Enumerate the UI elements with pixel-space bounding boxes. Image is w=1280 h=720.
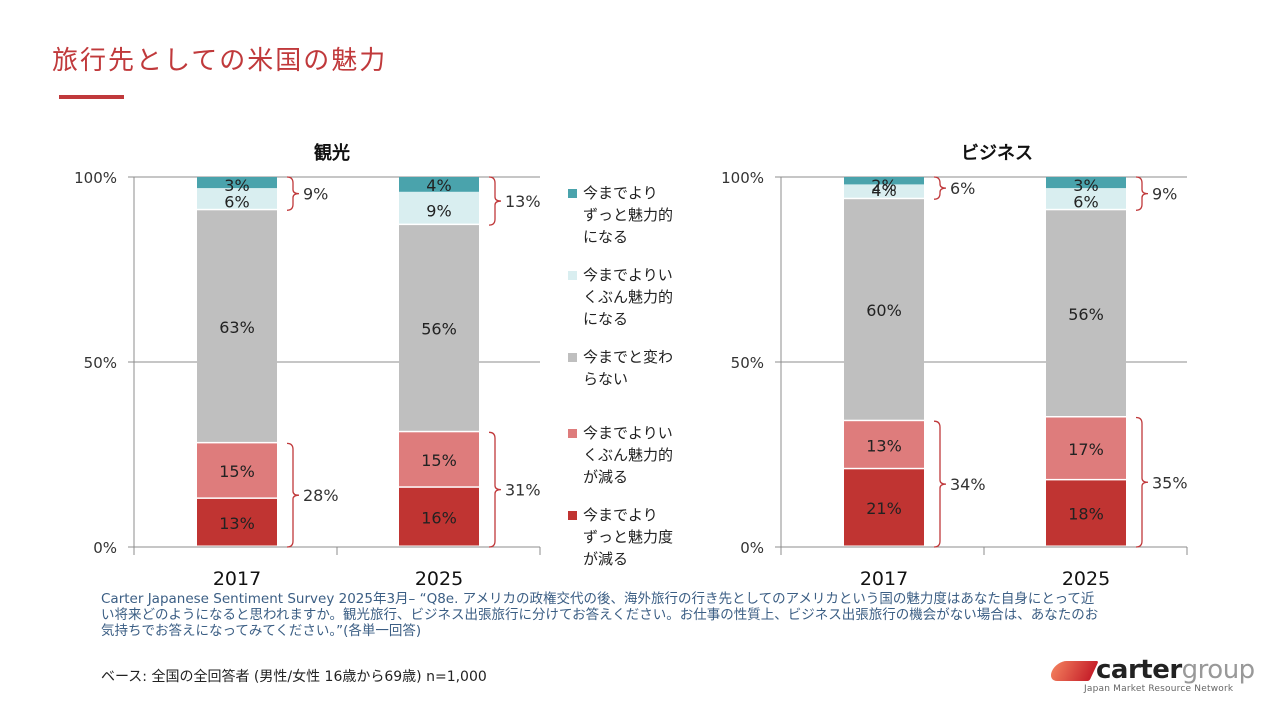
bar-segment <box>1046 480 1126 546</box>
chart-title: ビジネス <box>961 143 1033 164</box>
bar-segment <box>399 177 479 192</box>
legend-swatch <box>568 189 577 198</box>
x-category-label: 2017 <box>213 568 261 590</box>
bar-value-label: 13% <box>866 436 902 455</box>
logo-tagline: Japan Market Resource Network <box>1084 684 1234 694</box>
negative-total-label: 34% <box>950 475 986 494</box>
bar-value-label: 15% <box>421 451 457 470</box>
positive-total-label: 9% <box>1152 185 1177 204</box>
legend-item: 今までと変わ らない <box>568 346 698 390</box>
legend-swatch <box>568 511 577 520</box>
chart-title: 観光 <box>314 142 350 164</box>
slide-title: 旅行先としての米国の魅力 <box>52 46 388 76</box>
positive-total-label: 9% <box>303 185 328 204</box>
y-tick-label: 0% <box>740 539 764 557</box>
bar-segment <box>197 498 277 546</box>
bar-value-label: 3% <box>1073 176 1098 195</box>
legend-label: 今までより ずっと魅力的 になる <box>583 184 674 246</box>
bar-value-label: 56% <box>421 320 457 339</box>
bar-value-label: 18% <box>1068 505 1104 524</box>
logo-group: group <box>1181 655 1256 685</box>
x-category-label: 2017 <box>860 568 908 590</box>
negative-total-label: 28% <box>303 486 339 505</box>
legend-label: 今までより ずっと魅力度 が減る <box>583 506 674 568</box>
negative-brace <box>488 431 502 548</box>
legend-item: 今までより ずっと魅力的 になる <box>568 182 698 248</box>
positive-brace <box>286 176 300 211</box>
bar-segment <box>399 225 479 431</box>
y-tick-label: 100% <box>74 169 117 187</box>
bar-segment <box>1046 417 1126 479</box>
bar-value-label: 13% <box>219 514 255 533</box>
logo-carter: carter <box>1096 655 1182 685</box>
legend-swatch <box>568 429 577 438</box>
negative-brace <box>933 420 947 548</box>
title-underline <box>59 95 124 99</box>
positive-total-label: 13% <box>505 192 541 211</box>
bar-segment <box>399 432 479 487</box>
bar-segment <box>844 177 924 185</box>
bar-value-label: 6% <box>1073 192 1098 211</box>
logo-swoosh-icon <box>1047 661 1099 681</box>
bar-value-label: 16% <box>421 508 457 527</box>
legend-item: 今までより ずっと魅力度 が減る <box>568 504 698 570</box>
chart-legend: 今までより ずっと魅力的 になる 今までよりい くぶん魅力的 になる今までと変わ … <box>568 182 698 586</box>
bar-value-label: 3% <box>224 176 249 195</box>
bar-value-label: 21% <box>866 499 902 518</box>
y-tick-label: 50% <box>731 354 764 372</box>
bar-value-label: 63% <box>219 318 255 337</box>
positive-brace <box>1135 176 1149 211</box>
legend-label: 今までよりい くぶん魅力的 になる <box>583 266 674 328</box>
cartergroup-logo: cartergroup Japan Market Resource Networ… <box>1047 655 1255 697</box>
negative-brace <box>286 442 300 548</box>
x-category-label: 2025 <box>1062 568 1110 590</box>
negative-total-label: 31% <box>505 481 541 500</box>
bar-segment <box>399 191 479 224</box>
bar-value-label: 60% <box>866 301 902 320</box>
bar-segment <box>844 199 924 420</box>
bar-value-label: 2% <box>871 176 896 195</box>
bar-segment <box>197 188 277 209</box>
legend-swatch <box>568 353 577 362</box>
bar-value-label: 4% <box>426 176 451 195</box>
bar-segment <box>197 443 277 498</box>
bar-segment <box>197 177 277 189</box>
y-tick-label: 50% <box>84 354 117 372</box>
bar-value-label: 56% <box>1068 305 1104 324</box>
logo-wordmark: cartergroup <box>1096 655 1255 685</box>
legend-label: 今までよりい くぶん魅力的 が減る <box>583 424 674 486</box>
bar-segment <box>844 469 924 546</box>
bar-value-label: 6% <box>224 192 249 211</box>
bar-segment <box>1046 177 1126 189</box>
base-note: ベース: 全国の全回答者 (男性/女性 16歳から69歳) n=1,000 <box>101 669 487 685</box>
positive-total-label: 6% <box>950 179 975 198</box>
y-tick-label: 0% <box>93 539 117 557</box>
bar-value-label: 9% <box>426 201 451 220</box>
bar-segment <box>197 210 277 442</box>
legend-label: 今までと変わ らない <box>583 348 674 388</box>
positive-brace <box>933 176 947 200</box>
bar-segment <box>399 487 479 546</box>
bar-segment <box>844 421 924 468</box>
bar-value-label: 17% <box>1068 440 1104 459</box>
legend-item: 今までよりい くぶん魅力的 になる <box>568 264 698 330</box>
legend-swatch <box>568 271 577 280</box>
legend-item: 今までよりい くぶん魅力的 が減る <box>568 422 698 488</box>
bar-value-label: 15% <box>219 462 255 481</box>
negative-total-label: 35% <box>1152 473 1188 492</box>
y-tick-label: 100% <box>721 169 764 187</box>
negative-brace <box>1135 416 1149 548</box>
bar-value-label: 4% <box>871 181 896 200</box>
bar-segment <box>1046 210 1126 416</box>
source-note: Carter Japanese Sentiment Survey 2025年3月… <box>101 591 1099 639</box>
positive-brace <box>488 176 502 226</box>
x-category-label: 2025 <box>415 568 463 590</box>
bar-segment <box>1046 188 1126 209</box>
bar-segment <box>844 184 924 198</box>
